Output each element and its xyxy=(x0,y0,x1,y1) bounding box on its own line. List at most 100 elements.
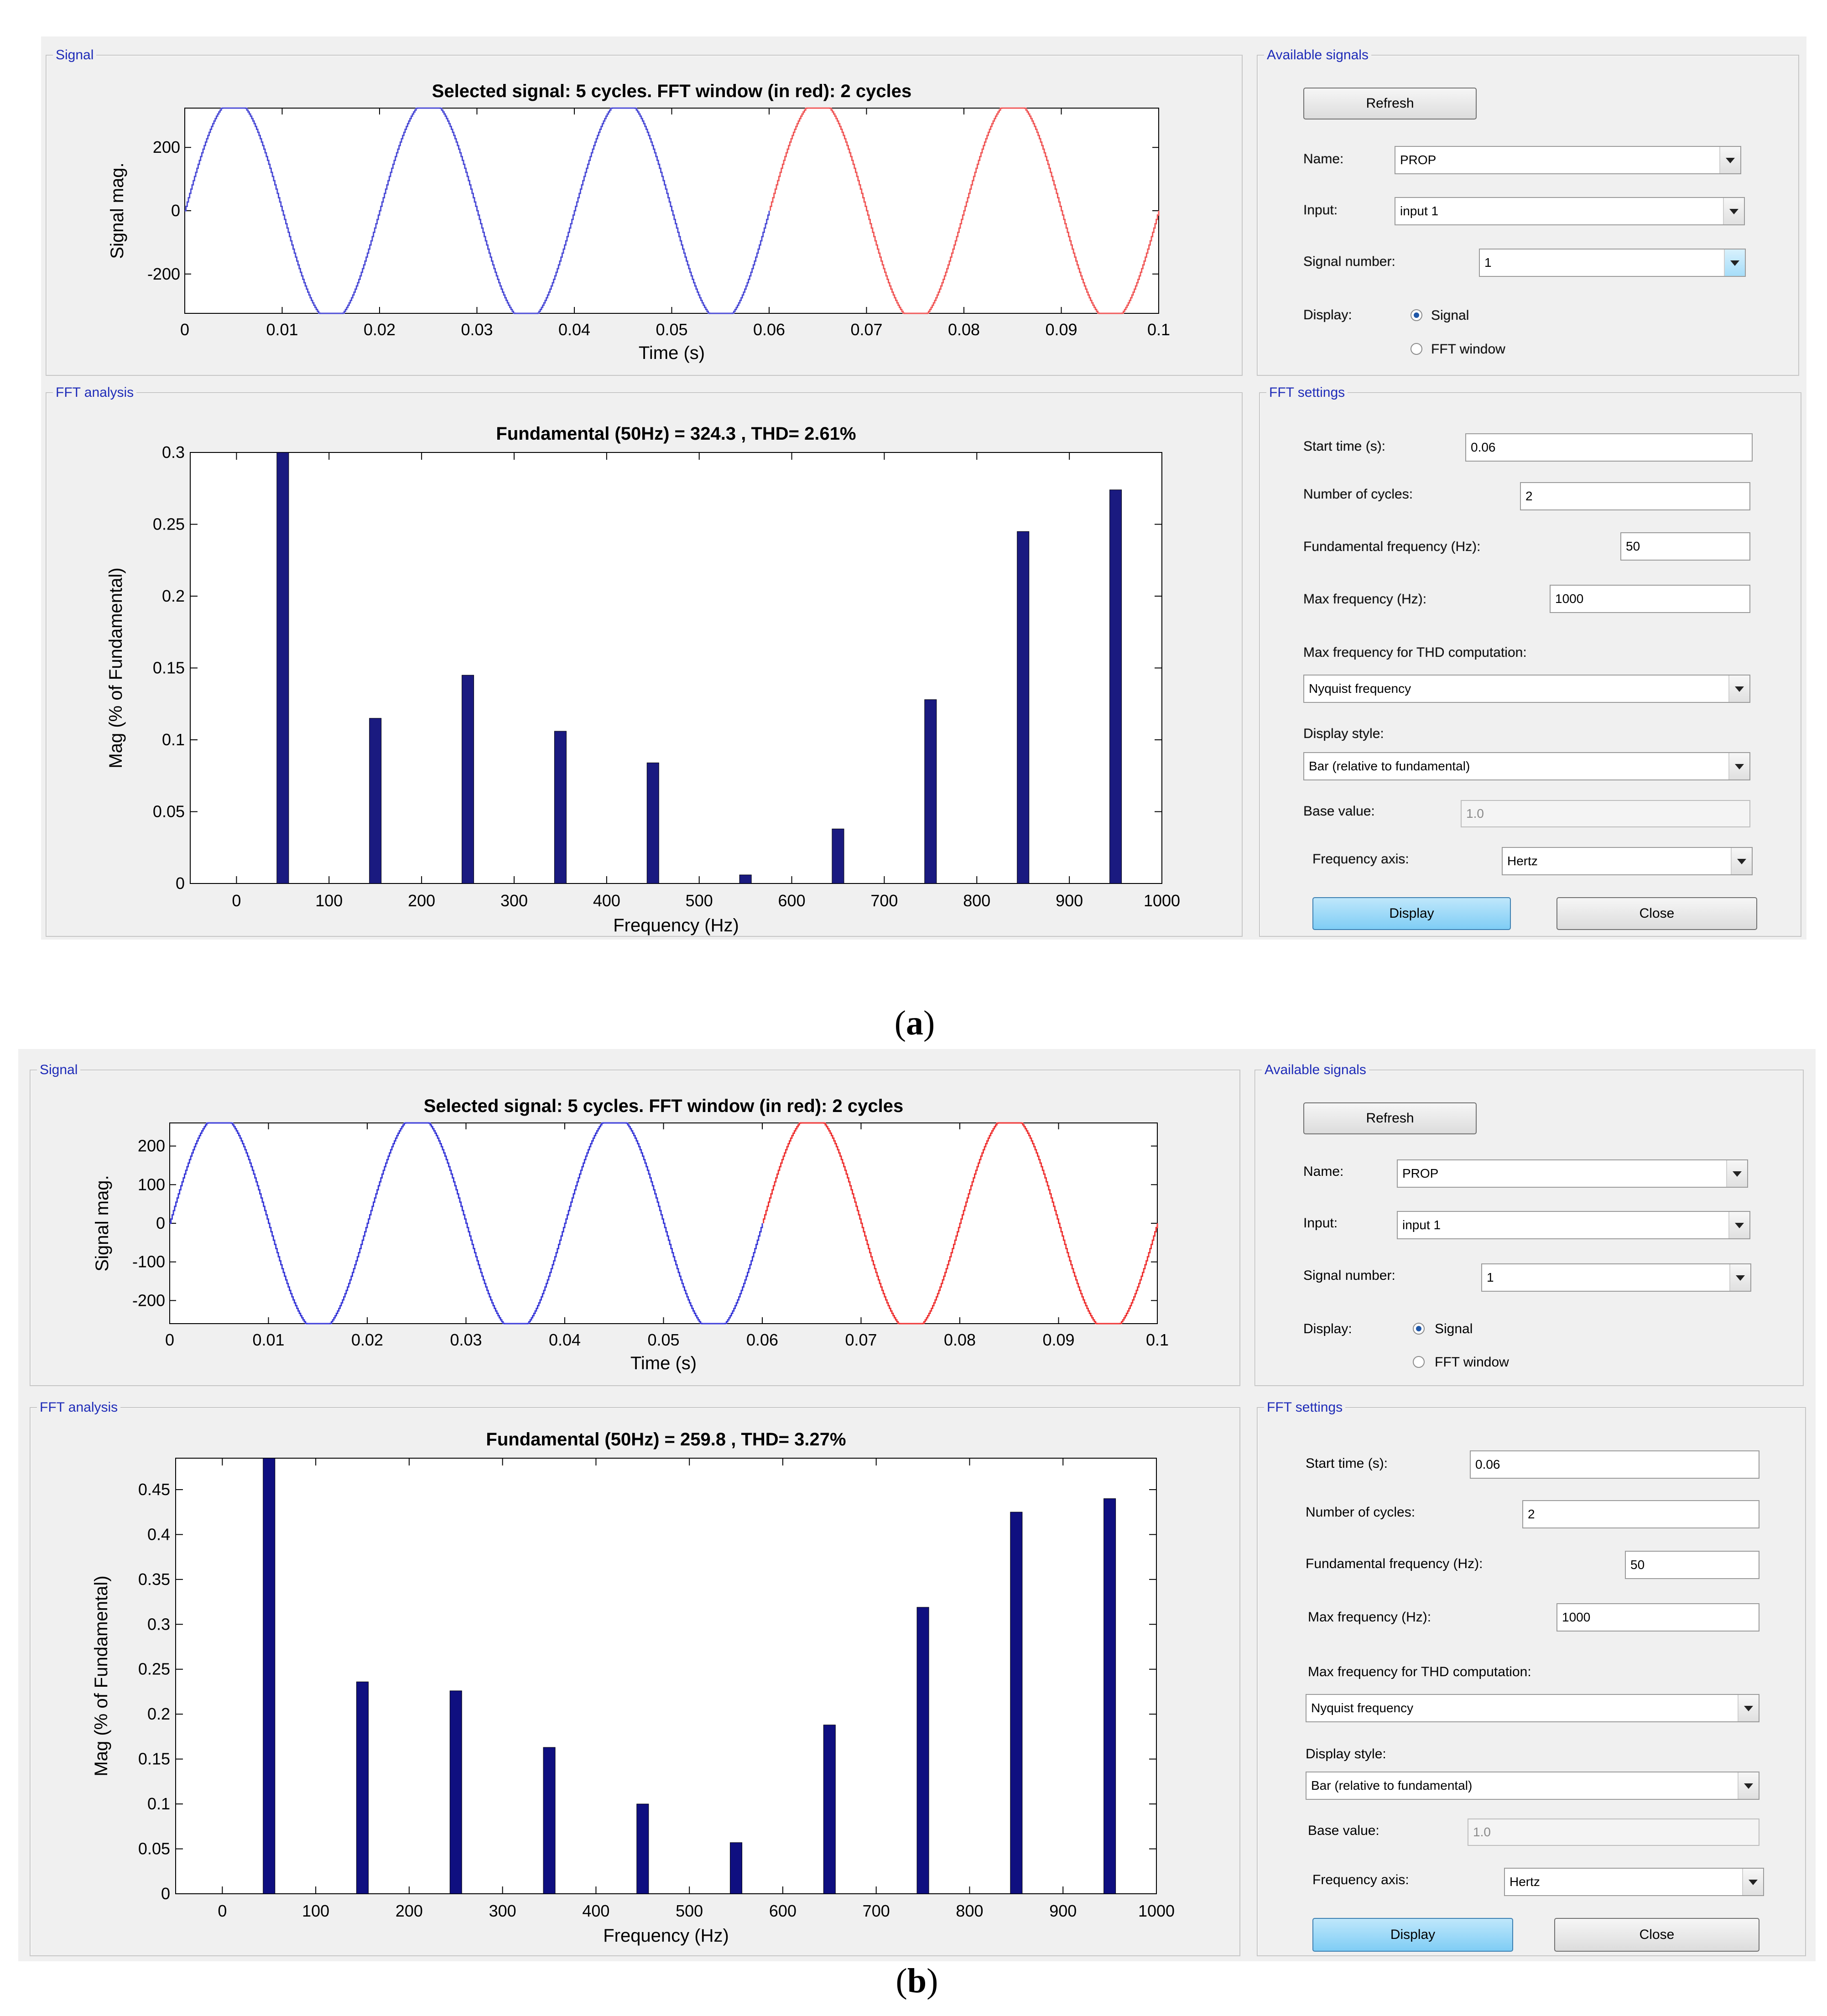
fundamental-frequency-input[interactable]: 50 xyxy=(1620,532,1750,561)
fft-analysis-group-label: FFT analysis xyxy=(53,385,137,400)
x-tick-label: 1000 xyxy=(1138,1902,1175,1920)
signal-plot: 0 0.01 0.02 0.03 0.04 0.05 0.06 0.07 0.08 0.09 0.1… xyxy=(107,81,1170,363)
frequency-axis-select[interactable]: Hertz xyxy=(1504,1868,1764,1896)
base-value-label: Base value: xyxy=(1303,804,1375,819)
radio-fft-window-label: FFT window xyxy=(1435,1355,1509,1370)
signal-x-label: Time (s) xyxy=(630,1353,697,1373)
thd-frequency-value: Nyquist frequency xyxy=(1311,1701,1414,1715)
display-style-select[interactable]: Bar (relative to fundamental) xyxy=(1303,752,1750,780)
y-tick-label: 0 xyxy=(156,1214,165,1232)
x-tick-label: 0.03 xyxy=(450,1330,482,1349)
fft-settings-group-label: FFT settings xyxy=(1266,385,1348,400)
plot-area xyxy=(190,452,1162,884)
refresh-button[interactable]: Refresh xyxy=(1303,1102,1477,1134)
fft-y-label: Mag (% of Fundamental) xyxy=(106,567,126,768)
fft-bar xyxy=(554,731,567,884)
signal-number-select[interactable]: 1 xyxy=(1479,249,1746,277)
fundamental-frequency-input[interactable]: 50 xyxy=(1625,1551,1759,1579)
chevron-down-icon[interactable] xyxy=(1738,1772,1759,1799)
chevron-down-icon[interactable] xyxy=(1738,1695,1759,1721)
max-frequency-label: Max frequency (Hz): xyxy=(1308,1610,1431,1625)
thd-frequency-select[interactable]: Nyquist frequency xyxy=(1306,1694,1759,1722)
display-style-label: Display style: xyxy=(1303,726,1384,741)
y-tick-label: 0.4 xyxy=(147,1525,170,1543)
thd-frequency-label: Max frequency for THD computation: xyxy=(1308,1664,1531,1679)
signal-y-label: Signal mag. xyxy=(92,1175,112,1271)
chevron-down-icon[interactable] xyxy=(1723,198,1744,224)
name-label: Name: xyxy=(1303,151,1344,166)
radio-fft-window[interactable] xyxy=(1413,1356,1425,1368)
chevron-down-icon[interactable] xyxy=(1728,675,1749,702)
fft-bar xyxy=(1017,531,1030,884)
frequency-axis-select[interactable]: Hertz xyxy=(1502,847,1753,875)
input-select[interactable]: input 1 xyxy=(1397,1211,1750,1239)
name-select-value: PROP xyxy=(1400,153,1437,167)
name-select-value: PROP xyxy=(1402,1166,1439,1180)
close-button[interactable]: Close xyxy=(1554,1918,1759,1952)
chevron-down-icon[interactable] xyxy=(1729,1264,1750,1291)
y-tick-label: 0.05 xyxy=(138,1839,170,1858)
fft-bar xyxy=(462,675,474,884)
name-select[interactable]: PROP xyxy=(1397,1159,1748,1188)
start-time-input[interactable]: 0.06 xyxy=(1470,1450,1759,1479)
chevron-down-icon[interactable] xyxy=(1724,249,1745,276)
signal-series-fft-window xyxy=(763,1122,1158,1325)
radio-fft-window[interactable] xyxy=(1411,343,1422,355)
y-tick-label: 0.2 xyxy=(162,587,185,605)
max-frequency-input[interactable]: 1000 xyxy=(1550,585,1750,613)
radio-fft-window-label: FFT window xyxy=(1431,342,1505,357)
input-label: Input: xyxy=(1303,203,1338,218)
frequency-axis-label: Frequency axis: xyxy=(1312,852,1409,867)
base-value-label: Base value: xyxy=(1308,1823,1379,1838)
number-of-cycles-input[interactable]: 2 xyxy=(1522,1500,1759,1528)
start-time-input[interactable]: 0.06 xyxy=(1465,433,1753,462)
y-tick-label: 0 xyxy=(161,1884,170,1903)
figure-panel-a: Signal 0 0.01 0.02 0.03 0.04 0.05 0.06 0.07 0.08… xyxy=(0,0,1827,1042)
y-tick-label: 100 xyxy=(138,1175,165,1194)
base-value-input: 1.0 xyxy=(1468,1819,1759,1846)
chevron-down-icon[interactable] xyxy=(1728,753,1749,779)
x-tick-label: 0 xyxy=(218,1902,227,1920)
thd-frequency-select[interactable]: Nyquist frequency xyxy=(1303,675,1750,703)
chevron-down-icon[interactable] xyxy=(1742,1869,1763,1895)
fft-bar xyxy=(1010,1512,1023,1894)
frequency-axis-value: Hertz xyxy=(1509,1875,1540,1889)
chevron-down-icon[interactable] xyxy=(1726,1160,1747,1187)
x-tick-label: 400 xyxy=(593,891,620,910)
chevron-down-icon[interactable] xyxy=(1731,848,1752,874)
y-tick-label: 0.25 xyxy=(153,515,185,534)
fft-bar xyxy=(449,1690,462,1894)
number-of-cycles-input[interactable]: 2 xyxy=(1520,482,1750,510)
name-select[interactable]: PROP xyxy=(1395,146,1741,174)
x-tick-label: 0.02 xyxy=(351,1330,383,1349)
display-button[interactable]: Display xyxy=(1312,1918,1513,1952)
fft-bar-chart: 0 100 200 300 400 500 600 700 800 900 1000 0 0.05 0.1… xyxy=(106,424,1180,935)
max-frequency-input[interactable]: 1000 xyxy=(1556,1603,1759,1632)
x-tick-label: 0.04 xyxy=(549,1330,581,1349)
fundamental-frequency-label: Fundamental frequency (Hz): xyxy=(1303,539,1481,554)
display-button[interactable]: Display xyxy=(1312,897,1511,930)
fft-bar xyxy=(823,1725,836,1894)
x-tick-label: 400 xyxy=(582,1902,609,1920)
x-tick-label: 0.02 xyxy=(364,320,396,339)
radio-signal[interactable] xyxy=(1413,1323,1425,1335)
thd-frequency-label: Max frequency for THD computation: xyxy=(1303,645,1527,660)
x-tick-label: 0.05 xyxy=(647,1330,679,1349)
input-select[interactable]: input 1 xyxy=(1395,197,1745,225)
chevron-down-icon[interactable] xyxy=(1719,147,1740,173)
fft-bar xyxy=(739,874,752,884)
fft-bar xyxy=(369,718,382,884)
y-tick-label: 0.15 xyxy=(138,1750,170,1768)
refresh-button[interactable]: Refresh xyxy=(1303,88,1477,120)
caption-b: (b) xyxy=(895,1962,938,2000)
radio-signal[interactable] xyxy=(1411,309,1422,321)
y-tick-label: 0.2 xyxy=(147,1704,170,1723)
fft-bar xyxy=(730,1842,743,1894)
x-tick-label: 300 xyxy=(489,1902,516,1920)
display-style-select[interactable]: Bar (relative to fundamental) xyxy=(1306,1772,1759,1800)
signal-number-select[interactable]: 1 xyxy=(1481,1263,1751,1292)
x-tick-label: 300 xyxy=(500,891,528,910)
close-button[interactable]: Close xyxy=(1556,897,1757,930)
x-tick-label: 0.1 xyxy=(1147,320,1170,339)
chevron-down-icon[interactable] xyxy=(1728,1212,1749,1238)
